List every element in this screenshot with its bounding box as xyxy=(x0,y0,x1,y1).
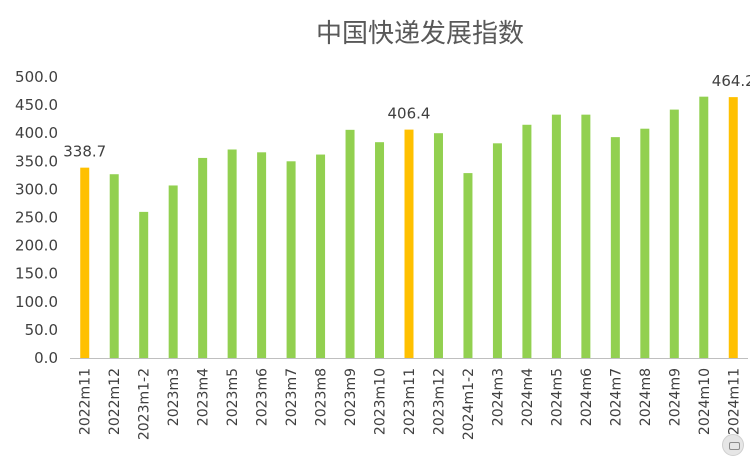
y-tick-label: 300.0 xyxy=(15,180,58,198)
bar xyxy=(728,97,738,358)
x-tick-label: 2024m6 xyxy=(579,368,595,426)
x-tick-label: 2024m9 xyxy=(667,368,683,426)
bar xyxy=(463,173,473,358)
bar xyxy=(286,161,296,358)
x-tick-label: 2024m8 xyxy=(638,368,654,426)
bar xyxy=(699,96,709,359)
x-tick-label: 2024m1-2 xyxy=(461,368,477,440)
bar xyxy=(227,149,237,358)
x-tick-label: 2023m7 xyxy=(284,368,300,426)
x-tick-label: 2022m12 xyxy=(107,368,123,435)
y-axis-ticks: 0.0 50.0 100.0 150.0 200.0 250.0 300.0 350.0 400… xyxy=(15,68,58,367)
x-tick-label: 2024m5 xyxy=(549,368,565,426)
data-label: 338.7 xyxy=(63,143,106,161)
data-label: 406.4 xyxy=(388,105,431,123)
bar xyxy=(316,154,326,358)
x-tick-label: 2022m11 xyxy=(78,368,94,435)
x-tick-label: 2023m4 xyxy=(196,368,212,426)
x-tick-label: 2024m3 xyxy=(490,368,506,426)
bar xyxy=(492,143,502,358)
bar xyxy=(610,137,620,358)
image-viewer-icon[interactable] xyxy=(722,434,744,456)
bars-group xyxy=(80,96,738,359)
bar xyxy=(168,185,178,358)
bar xyxy=(669,109,679,358)
y-tick-label: 200.0 xyxy=(15,237,58,255)
x-tick-label: 2024m4 xyxy=(520,368,536,426)
y-tick-label: 450.0 xyxy=(15,96,58,114)
x-tick-label: 2023m1-2 xyxy=(137,368,153,440)
bar xyxy=(257,152,267,358)
bar xyxy=(109,174,119,358)
bar xyxy=(433,133,443,358)
x-axis-ticks: 2022m11 2022m12 2023m1-2 2023m3 2023m4 2023m5… xyxy=(78,368,743,440)
bar xyxy=(139,211,149,358)
chart-title: 中国快递发展指数 xyxy=(316,19,524,49)
bar xyxy=(640,128,650,358)
x-tick-label: 2024m7 xyxy=(608,368,624,426)
bar xyxy=(404,129,414,358)
y-tick-label: 50.0 xyxy=(25,321,58,339)
y-tick-label: 150.0 xyxy=(15,265,58,283)
y-tick-label: 0.0 xyxy=(34,349,58,367)
x-tick-label: 2023m9 xyxy=(343,368,359,426)
y-tick-label: 250.0 xyxy=(15,209,58,227)
x-tick-label: 2024m11 xyxy=(726,368,742,435)
x-tick-label: 2023m6 xyxy=(255,368,271,426)
y-tick-label: 350.0 xyxy=(15,152,58,170)
data-labels-group: 338.7 406.4 464.2 xyxy=(63,72,750,161)
data-label: 464.2 xyxy=(712,72,750,90)
bar xyxy=(375,142,385,358)
x-tick-label: 2023m8 xyxy=(314,368,330,426)
y-tick-label: 400.0 xyxy=(15,124,58,142)
x-tick-label: 2023m10 xyxy=(373,368,389,435)
x-tick-label: 2023m11 xyxy=(402,368,418,435)
bar xyxy=(581,114,591,359)
bar xyxy=(198,157,208,358)
bar xyxy=(345,129,355,358)
y-tick-label: 500.0 xyxy=(15,68,58,86)
x-tick-label: 2023m3 xyxy=(166,368,182,426)
bar xyxy=(522,124,532,359)
x-tick-label: 2023m12 xyxy=(431,368,447,435)
bar xyxy=(551,114,561,359)
y-tick-label: 100.0 xyxy=(15,293,58,311)
bar xyxy=(80,167,90,358)
x-tick-label: 2024m10 xyxy=(697,368,713,435)
x-tick-label: 2023m5 xyxy=(225,368,241,426)
